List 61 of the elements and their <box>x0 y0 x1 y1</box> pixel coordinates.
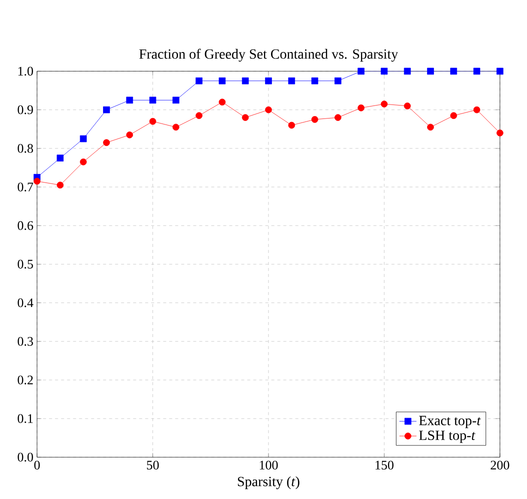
point <box>380 100 388 108</box>
point <box>450 112 458 120</box>
point <box>172 124 180 131</box>
point <box>80 136 87 142</box>
y-tick-label: 0.3 <box>18 337 33 346</box>
point <box>496 68 504 75</box>
y-tick-label: 0.8 <box>18 144 34 154</box>
point <box>80 158 87 166</box>
point <box>334 114 342 122</box>
point <box>56 154 64 162</box>
point <box>242 78 249 85</box>
point <box>404 68 411 75</box>
point <box>427 68 434 75</box>
chart-title: Fraction of Greedy Set Contained vs. Sparsity <box>139 49 398 62</box>
point <box>473 68 480 75</box>
point <box>473 106 480 114</box>
point <box>358 68 364 75</box>
point <box>103 106 110 114</box>
y-tick-label: 0.7 <box>18 182 34 192</box>
point <box>242 114 249 122</box>
x-tick-label: 50 <box>147 460 159 470</box>
x-tick-label: 0 <box>34 460 40 470</box>
point <box>218 98 226 106</box>
y-tick-label: 0.9 <box>18 106 33 114</box>
y-tick-label: 0.5 <box>18 260 33 269</box>
legend-label: Exact top-t <box>419 416 481 428</box>
point <box>149 118 156 126</box>
point <box>56 182 64 189</box>
point <box>196 78 202 85</box>
x-tick-label: 100 <box>260 460 278 470</box>
point <box>149 97 156 104</box>
point <box>218 78 226 85</box>
point <box>103 139 110 146</box>
point <box>34 178 40 185</box>
point <box>126 132 134 139</box>
x-axis-title: Sparsity (t) <box>238 476 300 490</box>
point <box>288 78 296 85</box>
legend-label: LSH top-t <box>419 430 476 444</box>
point <box>358 104 364 112</box>
point <box>196 112 202 120</box>
point <box>288 122 296 129</box>
point <box>334 78 342 85</box>
point <box>311 116 318 124</box>
y-tick-label: 0.2 <box>18 376 33 385</box>
point <box>427 124 434 131</box>
point <box>380 68 388 75</box>
point <box>265 106 272 114</box>
point <box>311 78 318 85</box>
point <box>404 102 411 110</box>
y-tick-label: 0.4 <box>18 298 34 308</box>
y-tick-label: 0.6 <box>18 221 34 230</box>
x-tick-label: 150 <box>376 460 394 470</box>
x-tick-label: 200 <box>490 460 510 470</box>
y-tick-label: 1.0 <box>18 67 34 76</box>
point <box>172 97 180 104</box>
y-tick-label: 0.0 <box>18 453 34 462</box>
point <box>126 97 134 104</box>
point <box>265 78 272 85</box>
y-tick-label: 0.1 <box>18 414 33 424</box>
point <box>450 68 458 75</box>
point <box>496 130 504 137</box>
